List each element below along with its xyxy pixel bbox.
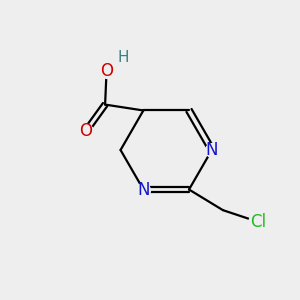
- Text: N: N: [137, 181, 150, 199]
- Text: N: N: [206, 141, 218, 159]
- Text: H: H: [117, 50, 128, 65]
- Text: O: O: [80, 122, 92, 140]
- Text: O: O: [100, 62, 113, 80]
- Text: Cl: Cl: [250, 213, 266, 231]
